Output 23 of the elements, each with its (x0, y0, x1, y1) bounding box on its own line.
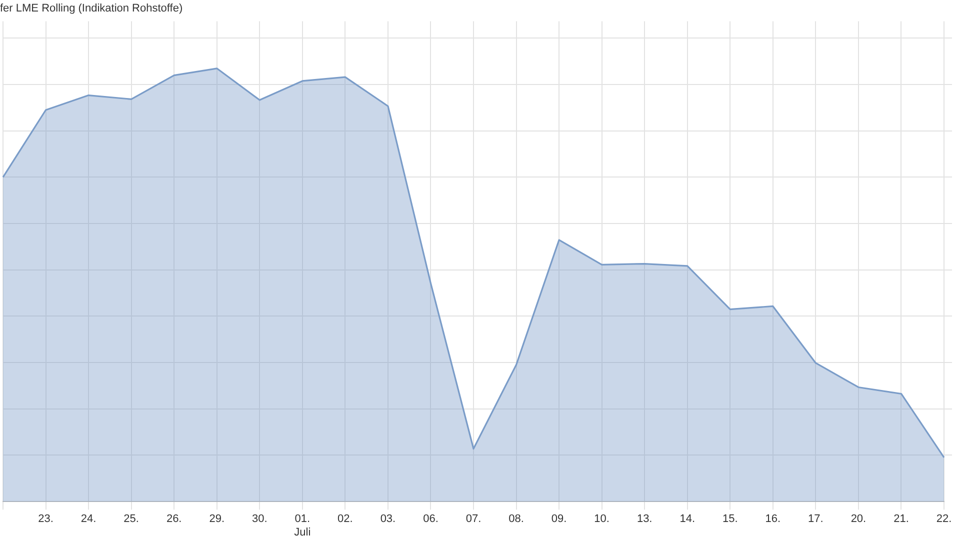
x-tick-label: 23. (38, 513, 54, 526)
x-tick-label: 13. (636, 513, 652, 526)
x-tick-label: 21. (894, 513, 909, 526)
x-tick-label: 20. (850, 513, 866, 526)
x-tick-label: 24. (80, 513, 96, 526)
x-tick-label: 03. (380, 513, 396, 526)
x-tick-label: 22. (936, 513, 952, 526)
x-tick-label: 17. (808, 513, 824, 526)
x-tick-label: 26. (166, 513, 182, 526)
x-tick-label: 14. (680, 513, 696, 526)
x-tick-label: 10. (594, 513, 610, 526)
x-tick-label: 02. (338, 513, 353, 526)
x-tick-label: 08. (508, 513, 524, 526)
x-tick-label: 15. (722, 513, 738, 526)
x-tick-label: 29. (209, 513, 225, 526)
x-tick-label: 06. (423, 513, 438, 526)
x-tick-label: 07. (466, 513, 482, 526)
x-tick-label: 25. (124, 513, 139, 526)
x-tick-label: 01. Juli (294, 513, 311, 538)
chart-title: fer LME Rolling (Indikation Rohstoffe) (0, 2, 183, 15)
x-tick-label: 30. (252, 513, 268, 526)
x-tick-label: 16. (765, 513, 781, 526)
x-tick-label: 09. (551, 513, 567, 526)
